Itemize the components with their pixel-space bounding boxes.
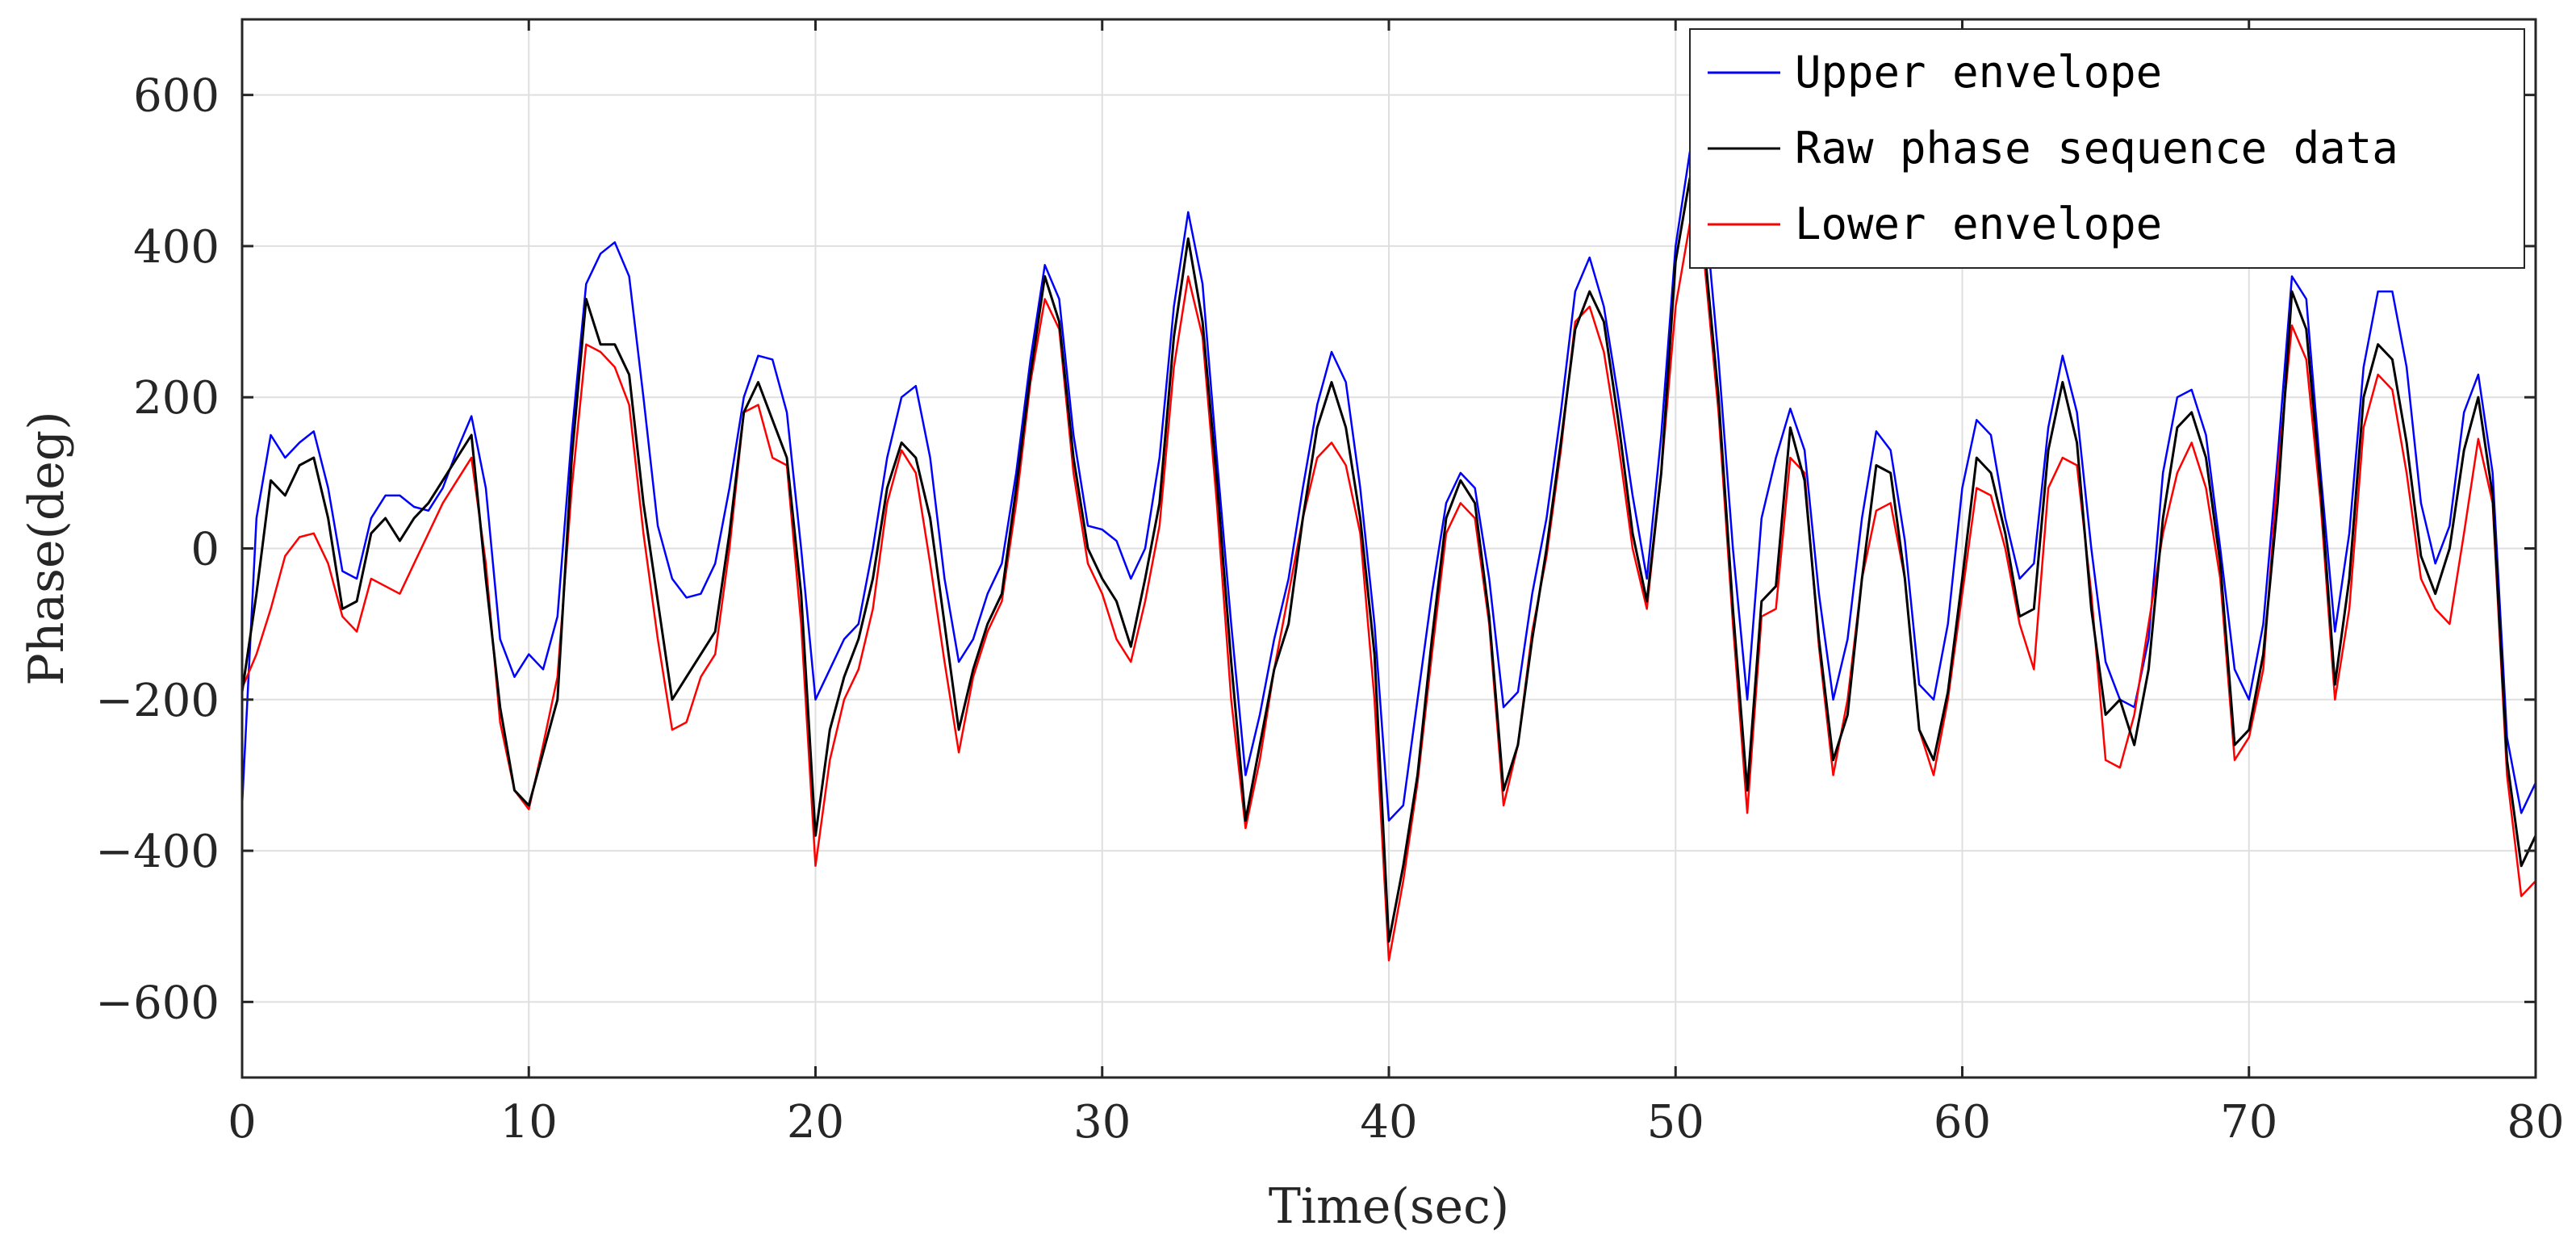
y-axis-label: Phase(deg) xyxy=(19,411,75,685)
x-axis-label: Time(sec) xyxy=(1269,1178,1509,1235)
y-tick-label: −400 xyxy=(95,826,220,878)
x-tick-label: 30 xyxy=(1073,1096,1131,1149)
series-line-raw-phase-sequence-data xyxy=(240,177,2537,943)
legend-box xyxy=(1689,28,2525,269)
legend-label: Upper envelope xyxy=(1795,47,2162,98)
legend: Upper envelope Raw phase sequence data Low… xyxy=(1689,28,2525,269)
y-tick-label: −600 xyxy=(95,977,220,1029)
x-tick-label: 70 xyxy=(2220,1096,2277,1149)
x-tick-label: 80 xyxy=(2507,1096,2564,1149)
x-tick-label: 60 xyxy=(1934,1096,1991,1149)
x-tick-label: 10 xyxy=(500,1096,558,1149)
y-tick-label: −200 xyxy=(95,675,220,727)
x-tick-label: 40 xyxy=(1360,1096,1417,1149)
x-tick-label: 50 xyxy=(1647,1096,1704,1149)
series-line-upper-envelope xyxy=(240,150,2537,822)
y-tick-label: 200 xyxy=(133,372,220,425)
legend-label: Raw phase sequence data xyxy=(1795,123,2398,174)
x-tick-label: 20 xyxy=(787,1096,844,1149)
series-line-lower-envelope xyxy=(240,222,2536,962)
y-tick-label: 600 xyxy=(133,70,220,123)
y-tick-label: 0 xyxy=(190,524,220,576)
x-tick-label: 0 xyxy=(228,1096,257,1149)
series-lines xyxy=(240,150,2537,962)
tick-labels: 0 10 20 30 40 50 60 70 80 −600 −400 −200 0 200 400 600 xyxy=(95,70,2564,1149)
tick-marks xyxy=(240,19,2537,1078)
legend-label: Lower envelope xyxy=(1795,199,2162,249)
y-tick-label: 400 xyxy=(133,221,220,274)
